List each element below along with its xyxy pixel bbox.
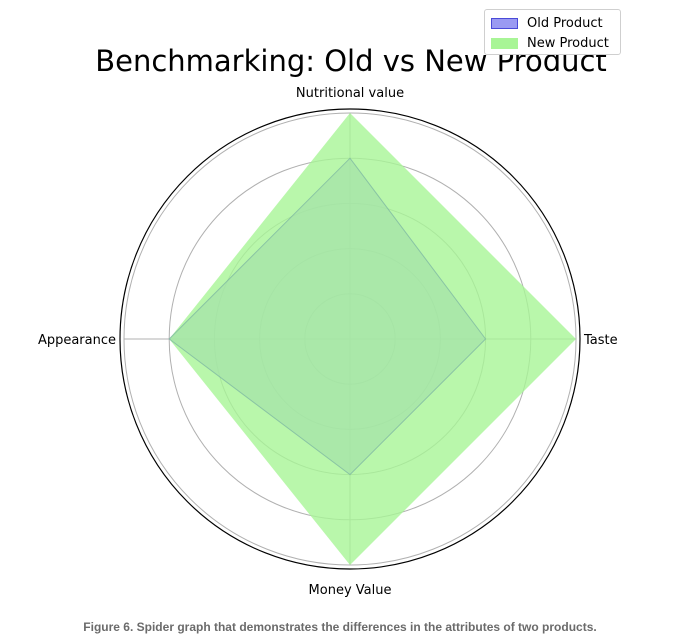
radar-outer-frame <box>119 108 581 570</box>
axis-label-money-value: Money Value <box>309 583 392 598</box>
legend-entry-new-product: New Product <box>491 35 609 51</box>
radar-frame <box>119 108 581 570</box>
legend-label-new-product: New Product <box>527 35 609 51</box>
axis-label-appearance: Appearance <box>38 333 116 348</box>
radar-series <box>168 113 576 565</box>
figure-caption: Figure 6. Spider graph that demonstrates… <box>83 620 597 634</box>
series-area-new-product <box>169 113 576 565</box>
legend-entry-old-product: Old Product <box>491 15 603 31</box>
legend-swatch-old-product <box>491 17 518 29</box>
radar-axis-labels: Taste Nutritional value Appearance Money Va… <box>38 86 618 598</box>
axis-label-taste: Taste <box>583 333 618 348</box>
chart-legend: Old Product New Product <box>484 9 621 55</box>
legend-swatch-new-product <box>491 37 518 49</box>
series-outline-old-product <box>168 157 487 476</box>
axis-label-nutritional-value: Nutritional value <box>296 86 404 101</box>
legend-label-old-product: Old Product <box>527 15 603 31</box>
